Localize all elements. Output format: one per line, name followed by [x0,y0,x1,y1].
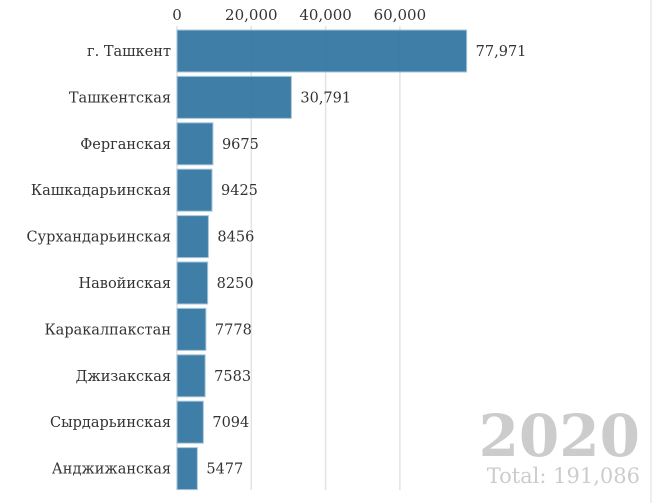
year-label: 2020 [479,402,640,470]
value-label: 9425 [221,183,258,199]
bar [176,122,214,166]
category-label: Навойиская [79,276,172,292]
category-label: Ферганская [80,137,171,153]
value-label: 8456 [217,230,254,246]
x-tick-label: 20,000 [225,6,278,24]
bar [176,29,468,73]
bar [176,168,213,212]
value-label: 5477 [206,462,243,478]
value-label: 77,971 [476,44,527,60]
category-label: Кашкадарьинская [31,183,171,199]
category-label: Каракалпакстан [44,322,171,338]
bar [176,75,292,119]
x-tick-label: 40,000 [299,6,352,24]
bar [176,354,206,398]
bar [176,307,207,351]
bar [176,447,198,491]
value-label: 30,791 [300,90,351,106]
x-tick-label: 0 [172,6,182,24]
category-label: Сырдарьинская [50,415,171,431]
bar [176,400,204,444]
value-label: 7778 [215,322,252,338]
category-label: Ташкентская [69,90,171,106]
value-label: 8250 [217,276,254,292]
bar [176,261,209,305]
value-label: 7094 [212,415,249,431]
category-label: Джизакская [76,369,171,385]
total-label: Total: 191,086 [487,464,640,488]
category-label: г. Ташкент [87,44,171,60]
category-label: Сурхандарьинская [27,230,171,246]
category-label: Анджижанская [52,462,171,478]
value-label: 7583 [214,369,251,385]
value-label: 9675 [222,137,259,153]
x-tick-label: 60,000 [374,6,427,24]
bar [176,215,209,259]
